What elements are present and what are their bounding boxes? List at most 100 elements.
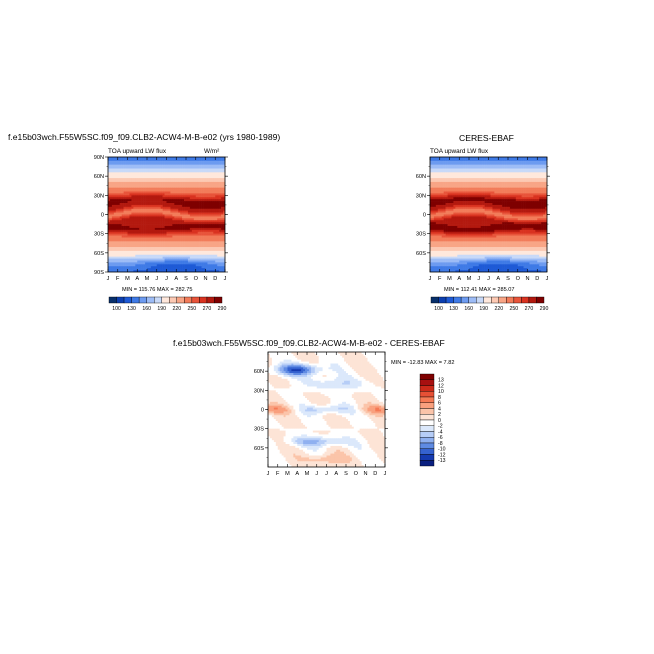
x-tick-label: J <box>325 471 328 477</box>
colorbar-label: 190 <box>479 306 488 312</box>
colorbar-swatch <box>419 419 435 426</box>
colorbar-label: 100 <box>434 306 443 312</box>
colorbar-swatch <box>419 373 435 380</box>
colorbar-label: 250 <box>510 306 519 312</box>
colorbar-swatch <box>506 296 515 304</box>
x-tick-label: A <box>174 276 178 282</box>
colorbar-swatch <box>476 296 484 304</box>
colorbar-swatch <box>419 396 435 403</box>
obs-stats: MIN = 112.41 MAX = 285.07 <box>444 287 514 293</box>
model-stats: MIN = 115.76 MAX = 282.75 <box>122 287 192 293</box>
colorbar-swatch <box>116 296 125 304</box>
colorbar-label: -6 <box>438 435 443 441</box>
x-tick-label: F <box>276 471 280 477</box>
y-tick-label: 0 <box>101 213 104 219</box>
x-tick-label: A <box>334 471 338 477</box>
y-tick-label: 60N <box>94 174 104 180</box>
colorbar-swatch <box>419 437 435 444</box>
colorbar-swatch <box>419 391 435 398</box>
y-tick-label: 60N <box>416 174 426 180</box>
x-tick-label: A <box>135 276 139 282</box>
x-tick-label: J <box>165 276 168 282</box>
x-tick-label: J <box>429 276 432 282</box>
colorbar-swatch <box>498 296 507 304</box>
colorbar-label: 290 <box>218 306 227 312</box>
y-tick-label: 0 <box>261 408 264 414</box>
x-tick-label: J <box>315 471 318 477</box>
colorbar-label: 220 <box>494 306 503 312</box>
difference-contour-field <box>268 352 385 467</box>
colorbar-swatch <box>131 296 140 304</box>
y-tick-label: 60S <box>94 251 104 257</box>
colorbar-swatch <box>206 296 215 304</box>
colorbar-swatch <box>513 296 522 304</box>
colorbar-swatch <box>521 296 530 304</box>
colorbar-swatch <box>438 296 447 304</box>
colorbar-swatch <box>184 296 193 304</box>
x-tick-label: F <box>438 276 442 282</box>
x-tick-label: J <box>546 276 549 282</box>
colorbar-label: 100 <box>112 306 121 312</box>
x-tick-label: M <box>285 471 290 477</box>
x-tick-label: D <box>373 471 377 477</box>
colorbar-swatch <box>528 296 537 304</box>
colorbar-label: 6 <box>438 401 441 407</box>
colorbar-swatch <box>483 296 492 304</box>
colorbar-label: 270 <box>525 306 534 312</box>
x-tick-label: F <box>116 276 120 282</box>
colorbar-label: 190 <box>157 306 166 312</box>
x-tick-label: O <box>354 471 359 477</box>
colorbar-swatch <box>146 296 155 304</box>
colorbar-label: -2 <box>438 424 443 430</box>
colorbar-label: -10 <box>438 447 446 453</box>
x-tick-label: J <box>267 471 270 477</box>
colorbar-label: 130 <box>127 306 136 312</box>
colorbar-swatch <box>419 454 435 461</box>
colorbar-label: -4 <box>438 429 443 435</box>
colorbar-swatch <box>169 296 177 304</box>
colorbar-swatch <box>123 296 132 304</box>
colorbar-swatch <box>419 431 435 438</box>
model-contour-field <box>108 157 225 272</box>
colorbar-swatch <box>445 296 454 304</box>
colorbar-label: -8 <box>438 441 443 447</box>
colorbar-label: 130 <box>449 306 458 312</box>
colorbar-swatch <box>108 296 117 304</box>
colorbar-swatch <box>161 296 170 304</box>
x-tick-label: J <box>384 471 387 477</box>
colorbar-label: -13 <box>438 458 446 464</box>
colorbar-label: 270 <box>203 306 212 312</box>
colorbar-swatch <box>468 296 477 304</box>
colorbar-swatch <box>419 414 435 421</box>
colorbar-swatch <box>419 442 435 449</box>
colorbar-swatch <box>460 296 469 304</box>
x-tick-label: M <box>145 276 150 282</box>
colorbar-swatch <box>138 296 147 304</box>
x-tick-label: S <box>184 276 188 282</box>
y-tick-label: 60N <box>254 369 264 375</box>
colorbar-swatch <box>491 296 499 304</box>
x-tick-label: O <box>194 276 199 282</box>
model-units: W/m² <box>204 148 219 155</box>
y-tick-label: 30S <box>254 427 264 433</box>
y-tick-label: 90S <box>94 270 104 276</box>
colorbar-swatch <box>419 425 435 432</box>
colorbar-swatch <box>419 448 435 455</box>
diff-title: f.e15b03wch.F55W5SC.f09_f09.CLB2-ACW4-M-… <box>173 338 445 348</box>
x-tick-label: J <box>477 276 480 282</box>
y-tick-label: 30S <box>416 232 426 238</box>
colorbar-swatch <box>191 296 200 304</box>
y-tick-label: 60S <box>416 251 426 257</box>
colorbar-swatch <box>176 296 185 304</box>
x-tick-label: A <box>295 471 299 477</box>
obs-title: CERES-EBAF <box>459 133 514 143</box>
x-tick-label: S <box>506 276 510 282</box>
x-tick-label: J <box>107 276 110 282</box>
colorbar-label: 160 <box>142 306 151 312</box>
obs-colorbar: 100 130 160 190 220 250 270 290 <box>430 296 548 312</box>
colorbar-label: 220 <box>172 306 181 312</box>
